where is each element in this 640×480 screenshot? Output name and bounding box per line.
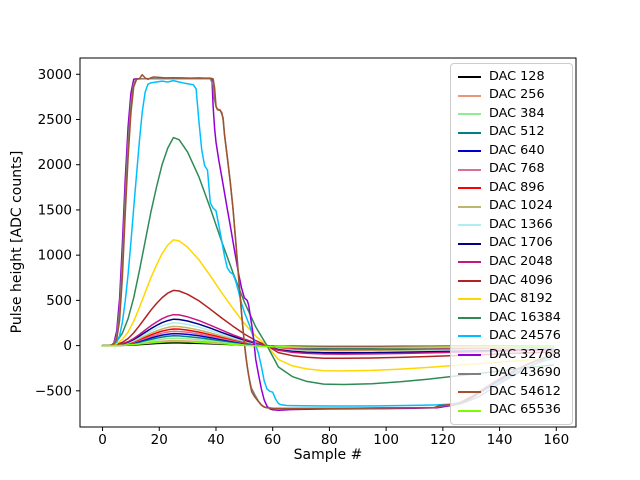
y-tick-label-3000: 3000 <box>38 67 72 83</box>
legend-label: DAC 128 <box>489 68 545 84</box>
legend-entry-dac-43690: DAC 43690 <box>458 365 565 383</box>
x-tick-label-140: 140 <box>487 432 513 448</box>
y-tick-label-2500: 2500 <box>38 112 72 128</box>
legend-line-swatch <box>458 391 481 394</box>
legend-line-swatch <box>458 353 481 356</box>
axes-frame <box>79 57 577 428</box>
x-tick-label-60: 60 <box>264 432 281 448</box>
legend: DAC 128 DAC 256 DAC 384 DAC 512 DAC 640 DAC 7… <box>450 63 573 425</box>
legend-label: DAC 32768 <box>489 346 561 362</box>
legend-entry-dac-896: DAC 896 <box>458 179 565 197</box>
series-line-dac-1024 <box>101 325 555 352</box>
legend-entry-dac-16384: DAC 16384 <box>458 309 565 327</box>
legend-label: DAC 640 <box>489 142 545 158</box>
legend-line-swatch <box>458 150 481 153</box>
legend-entry-dac-24576: DAC 24576 <box>458 327 565 345</box>
legend-label: DAC 896 <box>489 179 545 195</box>
legend-label: DAC 2048 <box>489 254 553 269</box>
y-tick-label-1500: 1500 <box>38 202 72 218</box>
legend-label: DAC 54612 <box>489 383 561 399</box>
x-tick-label-40: 40 <box>207 432 224 448</box>
legend-line-swatch <box>458 261 481 264</box>
series-line-dac-8192 <box>101 239 555 372</box>
legend-line-swatch <box>458 113 481 116</box>
series-line-dac-24576 <box>101 79 555 407</box>
legend-line-swatch <box>458 76 481 79</box>
legend-line-swatch <box>458 335 481 338</box>
x-tick-label-20: 20 <box>151 432 168 448</box>
legend-entry-dac-2048: DAC 2048 <box>458 253 565 271</box>
x-axis-label: Sample # <box>293 447 363 463</box>
legend-entry-dac-32768: DAC 32768 <box>458 346 565 364</box>
x-tick-label-120: 120 <box>430 432 456 448</box>
legend-label: DAC 768 <box>489 161 545 177</box>
legend-line-swatch <box>458 187 481 190</box>
x-tick-label-100: 100 <box>373 432 399 448</box>
x-tick-label-80: 80 <box>321 432 338 448</box>
series-line-dac-1366 <box>101 322 555 353</box>
legend-label: DAC 1706 <box>489 235 553 251</box>
legend-line-swatch <box>458 224 481 227</box>
legend-label: DAC 65536 <box>489 402 561 418</box>
tick-labels: 0 20 40 60 80 100 120 140 160 −500 0 500 1000 1500 200… <box>35 67 569 448</box>
tick-marks <box>76 73 557 431</box>
legend-label: DAC 512 <box>489 124 545 140</box>
legend-line-swatch <box>458 279 481 282</box>
series-line-dac-4096 <box>101 289 555 360</box>
legend-line-swatch <box>458 298 481 301</box>
y-tick-label-500: 500 <box>46 293 72 309</box>
series-line-dac-1706 <box>101 318 555 354</box>
legend-entry-dac-128: DAC 128 <box>458 68 565 86</box>
series-line-dac-54612 <box>101 73 555 410</box>
x-tick-label-160: 160 <box>543 432 569 448</box>
series-line-dac-65536 <box>101 340 555 349</box>
legend-entry-dac-54612: DAC 54612 <box>458 383 565 401</box>
series-line-dac-2048 <box>101 313 555 355</box>
legend-line-swatch <box>458 131 481 134</box>
y-tick-label-2000: 2000 <box>38 157 72 173</box>
legend-entry-dac-65536: DAC 65536 <box>458 402 565 420</box>
series-lines <box>101 73 555 412</box>
legend-label: DAC 43690 <box>489 365 561 381</box>
legend-label: DAC 24576 <box>489 328 561 344</box>
y-axis-label: Pulse height [ADC counts] <box>9 150 25 334</box>
legend-entry-dac-640: DAC 640 <box>458 142 565 160</box>
y-tick-label-1000: 1000 <box>38 248 72 264</box>
legend-entry-dac-256: DAC 256 <box>458 87 565 105</box>
legend-line-swatch <box>458 94 481 97</box>
legend-label: DAC 384 <box>489 105 545 121</box>
legend-entry-dac-4096: DAC 4096 <box>458 272 565 290</box>
legend-label: DAC 8192 <box>489 291 553 307</box>
legend-entry-dac-1024: DAC 1024 <box>458 198 565 216</box>
y-tick-label--500: −500 <box>35 383 72 399</box>
legend-line-swatch <box>458 372 481 375</box>
legend-label: DAC 16384 <box>489 309 561 325</box>
legend-entry-dac-8192: DAC 8192 <box>458 290 565 308</box>
x-tick-label-0: 0 <box>98 432 107 448</box>
legend-entry-dac-384: DAC 384 <box>458 105 565 123</box>
legend-entry-dac-512: DAC 512 <box>458 124 565 142</box>
y-tick-label-0: 0 <box>63 338 72 354</box>
legend-line-swatch <box>458 168 481 171</box>
legend-label: DAC 4096 <box>489 272 553 288</box>
legend-label: DAC 256 <box>489 87 545 103</box>
legend-line-swatch <box>458 316 481 319</box>
legend-entry-dac-1366: DAC 1366 <box>458 216 565 234</box>
legend-line-swatch <box>458 409 481 412</box>
legend-line-swatch <box>458 205 481 208</box>
legend-label: DAC 1024 <box>489 198 553 214</box>
legend-label: DAC 1366 <box>489 216 553 232</box>
legend-entry-dac-768: DAC 768 <box>458 161 565 179</box>
legend-entry-dac-1706: DAC 1706 <box>458 235 565 253</box>
legend-line-swatch <box>458 242 481 245</box>
